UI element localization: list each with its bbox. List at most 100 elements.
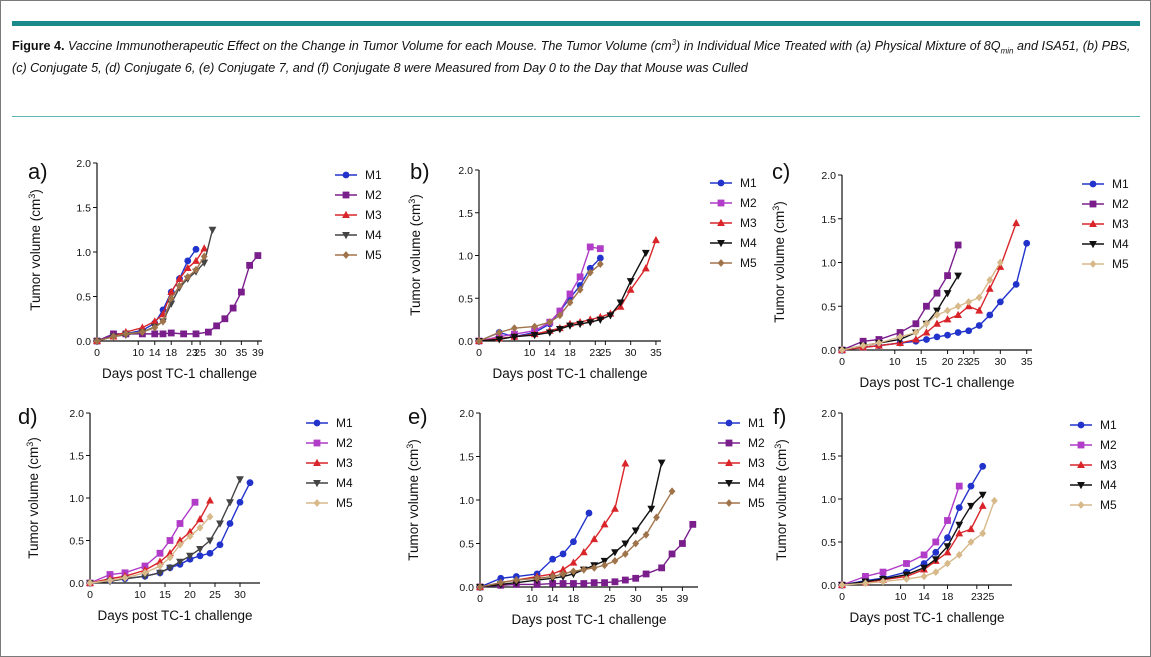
legend-marker-M4 bbox=[1077, 482, 1085, 490]
data-point-M5 bbox=[86, 579, 94, 587]
data-point-M5 bbox=[944, 559, 951, 568]
data-point-M2 bbox=[590, 579, 598, 587]
legend-label-M3: M3 bbox=[748, 456, 765, 470]
legend-marker-M5 bbox=[725, 499, 733, 507]
legend-marker-M1 bbox=[313, 419, 321, 427]
legend-marker-M2 bbox=[717, 199, 725, 207]
data-point-M5 bbox=[141, 568, 149, 577]
data-point-M2 bbox=[237, 288, 245, 296]
x-axis-label: Days post TC-1 challenge bbox=[859, 375, 1014, 390]
series-line-M4 bbox=[89, 479, 241, 584]
data-point-M4 bbox=[226, 499, 234, 507]
data-point-M1 bbox=[967, 482, 975, 490]
x-tick-label: 10 bbox=[132, 347, 144, 359]
x-tick-label: 39 bbox=[252, 347, 264, 359]
legend-marker-M3 bbox=[342, 210, 350, 218]
y-tick-label: 1.0 bbox=[69, 493, 84, 505]
x-tick-label: 39 bbox=[677, 593, 689, 605]
caption-label: Figure 4. bbox=[12, 39, 65, 54]
x-tick-label: 15 bbox=[159, 589, 171, 601]
data-point-M4 bbox=[530, 332, 539, 340]
y-tick-label: 1.0 bbox=[821, 258, 836, 270]
legend-label-M1: M1 bbox=[740, 176, 757, 190]
data-point-M5 bbox=[955, 551, 963, 559]
y-tick-label: 2.0 bbox=[76, 158, 91, 170]
legend-label-M2: M2 bbox=[1112, 197, 1129, 211]
series-line-M1 bbox=[841, 465, 984, 586]
data-point-M5 bbox=[566, 298, 574, 307]
panel-label: a) bbox=[28, 159, 48, 184]
data-point-M3 bbox=[600, 520, 609, 528]
data-point-M5 bbox=[896, 332, 904, 341]
data-point-M3 bbox=[186, 527, 194, 535]
data-point-M5 bbox=[510, 324, 518, 333]
y-tick-label: 1.0 bbox=[459, 495, 474, 507]
data-point-M2 bbox=[920, 551, 928, 559]
x-tick-label: 35 bbox=[656, 593, 668, 605]
x-tick-label: 25 bbox=[209, 589, 221, 601]
data-point-M3 bbox=[176, 536, 184, 544]
legend-label-M5: M5 bbox=[365, 248, 382, 262]
y-tick-label: 0.0 bbox=[821, 580, 836, 592]
y-axis-label-close: ) bbox=[28, 189, 43, 194]
y-tick-label: 1.5 bbox=[458, 208, 473, 220]
data-point-M4 bbox=[943, 290, 952, 298]
data-point-M1 bbox=[184, 257, 192, 265]
data-point-M5 bbox=[156, 562, 164, 570]
y-tick-label: 1.5 bbox=[69, 451, 84, 463]
legend-marker-M3 bbox=[717, 218, 725, 226]
data-point-M3 bbox=[978, 501, 987, 509]
data-point-M4 bbox=[931, 556, 940, 564]
caption-text-2: ) in Individual Mice Treated with (a) Ph… bbox=[676, 39, 1001, 54]
data-point-M2 bbox=[570, 580, 577, 587]
y-tick-label: 0.0 bbox=[458, 336, 473, 348]
data-point-M5 bbox=[196, 523, 204, 532]
data-point-M3 bbox=[590, 534, 599, 543]
legend-marker-M4 bbox=[717, 240, 725, 248]
legend-marker-M1 bbox=[725, 419, 733, 427]
x-tick-label: 25 bbox=[968, 356, 980, 368]
legend-marker-M4 bbox=[342, 232, 350, 240]
panel-label: b) bbox=[410, 159, 430, 184]
data-point-M2 bbox=[632, 574, 640, 582]
legend-label-M1: M1 bbox=[748, 416, 765, 430]
data-point-M3 bbox=[641, 264, 650, 272]
data-point-M4 bbox=[621, 540, 630, 548]
legend-label-M2: M2 bbox=[748, 436, 765, 450]
data-point-M1 bbox=[1023, 239, 1031, 247]
data-point-M2 bbox=[580, 580, 588, 587]
data-point-M4 bbox=[626, 278, 635, 286]
x-tick-label: 0 bbox=[476, 347, 482, 359]
x-tick-label: 0 bbox=[94, 347, 100, 359]
x-tick-label: 14 bbox=[918, 591, 930, 603]
data-point-M2 bbox=[903, 560, 910, 567]
data-point-M1 bbox=[986, 311, 994, 319]
series-line-M5 bbox=[841, 262, 1001, 351]
data-point-M4 bbox=[967, 502, 975, 511]
data-point-M2 bbox=[912, 320, 920, 328]
legend-marker-M3 bbox=[1077, 460, 1085, 468]
x-tick-label: 10 bbox=[889, 356, 901, 368]
legend-label-M1: M1 bbox=[336, 416, 353, 430]
x-tick-label: 0 bbox=[839, 591, 845, 603]
x-tick-label: 23 bbox=[971, 591, 983, 603]
data-point-M2 bbox=[621, 576, 629, 584]
legend-marker-M3 bbox=[725, 458, 733, 466]
legend-marker-M1 bbox=[342, 171, 350, 179]
chart-panel-e: e) 0.0 0.5 1.0 1.5 2.0 0 10 14 18 25 30 35 39 Days pos… bbox=[405, 404, 765, 627]
y-tick-label: 1.5 bbox=[459, 452, 474, 464]
data-point-M3 bbox=[967, 524, 975, 533]
data-point-M1 bbox=[192, 245, 200, 253]
data-point-M3 bbox=[652, 235, 660, 244]
legend-marker-M5 bbox=[717, 259, 725, 267]
y-tick-label: 1.0 bbox=[821, 494, 836, 506]
data-point-M2 bbox=[559, 580, 567, 587]
x-axis-label: Days post TC-1 challenge bbox=[511, 612, 666, 627]
legend-label-M5: M5 bbox=[740, 256, 757, 270]
data-point-M5 bbox=[668, 487, 676, 496]
data-point-M3 bbox=[192, 256, 200, 264]
x-axis-label: Days post TC-1 challenge bbox=[492, 366, 647, 381]
data-point-M5 bbox=[632, 539, 640, 548]
legend-label-M3: M3 bbox=[1112, 217, 1129, 231]
data-point-M5 bbox=[549, 572, 557, 581]
